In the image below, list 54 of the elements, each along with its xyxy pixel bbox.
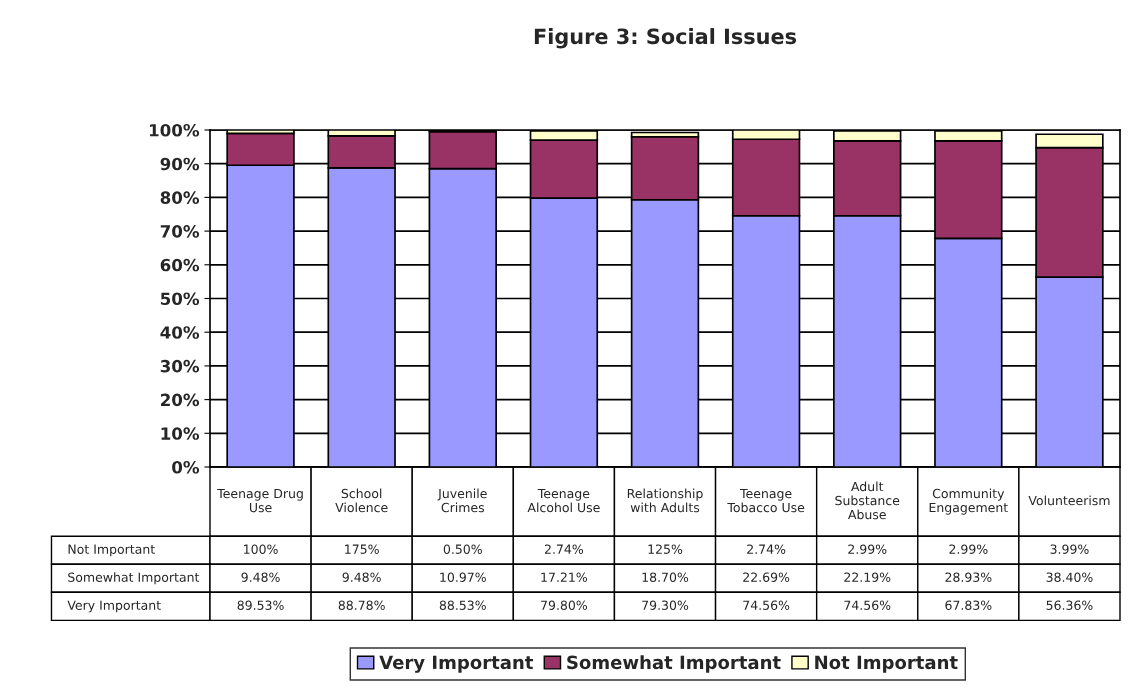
y-tick-label: 20% [161, 393, 200, 407]
y-tick-label: 50% [160, 292, 200, 306]
data-label: 74.56% [743, 600, 790, 610]
data-label: 0.50% [443, 544, 482, 554]
data-label: 2.74% [544, 544, 584, 554]
x-tick-label: Juvenile Crimes [437, 488, 487, 513]
data-label: 88.78% [338, 600, 385, 610]
data-label: 3.99% [1050, 544, 1089, 554]
y-tick-label: 0% [172, 460, 200, 474]
legend-label: Very Important [379, 655, 534, 673]
data-label: 2.99% [848, 544, 887, 554]
data-label: 100% [244, 544, 278, 554]
y-tick-label: 10% [161, 427, 200, 440]
y-tick-label: 100% [149, 123, 200, 137]
data-label: 74.56% [844, 600, 891, 610]
y-tick-label: 40% [160, 326, 200, 339]
data-label: 2.74% [747, 544, 786, 554]
text: Very Important [67, 600, 161, 613]
x-tick-label: Relationship with Adults [627, 488, 703, 513]
legend-label: Somewhat Important [567, 655, 781, 673]
data-label: 22.69% [743, 572, 790, 582]
y-tick-label: 60% [160, 258, 200, 272]
x-tick-label: Adult Substance Abuse [835, 481, 900, 520]
data-label: 67.83% [945, 600, 992, 610]
chart-title: Figure 3: Social Issues [534, 28, 797, 49]
x-tick-label: Community Engagement [929, 488, 1008, 515]
data-label: 28.93% [945, 572, 992, 582]
text: Not Important [68, 544, 155, 557]
data-label: 79.80% [541, 600, 588, 610]
data-label: 175% [345, 544, 379, 554]
y-tick-label: 90% [160, 157, 200, 171]
data-label: 18.70% [642, 572, 689, 582]
data-label: 9.48% [241, 572, 280, 582]
data-label: 56.36% [1046, 600, 1093, 610]
data-label: 22.19% [844, 572, 891, 582]
x-tick-label: Teenage Drug Use [217, 488, 303, 513]
data-label: 2.99% [949, 544, 988, 554]
data-label: 89.53% [237, 600, 284, 610]
y-tick-label: 70% [160, 225, 200, 238]
text: Somewhat Important [68, 572, 200, 585]
legend-label: Not Important [815, 655, 958, 673]
x-tick-label: Volunteerism [1028, 495, 1110, 506]
x-tick-label: Teenage Tobacco Use [727, 488, 805, 513]
x-tick-label: School Violence [335, 488, 388, 513]
data-label: 125% [648, 544, 683, 554]
data-label: 88.53% [439, 600, 486, 610]
data-label: 38.40% [1046, 572, 1093, 582]
data-label: 9.48% [342, 572, 381, 582]
data-label: 79.30% [642, 600, 689, 610]
data-label: 10.97% [440, 572, 486, 582]
y-tick-label: 80% [160, 191, 200, 204]
data-label: 17.21% [541, 572, 588, 582]
y-tick-label: 30% [160, 359, 200, 373]
x-tick-label: Teenage Alcohol Use [527, 488, 600, 513]
